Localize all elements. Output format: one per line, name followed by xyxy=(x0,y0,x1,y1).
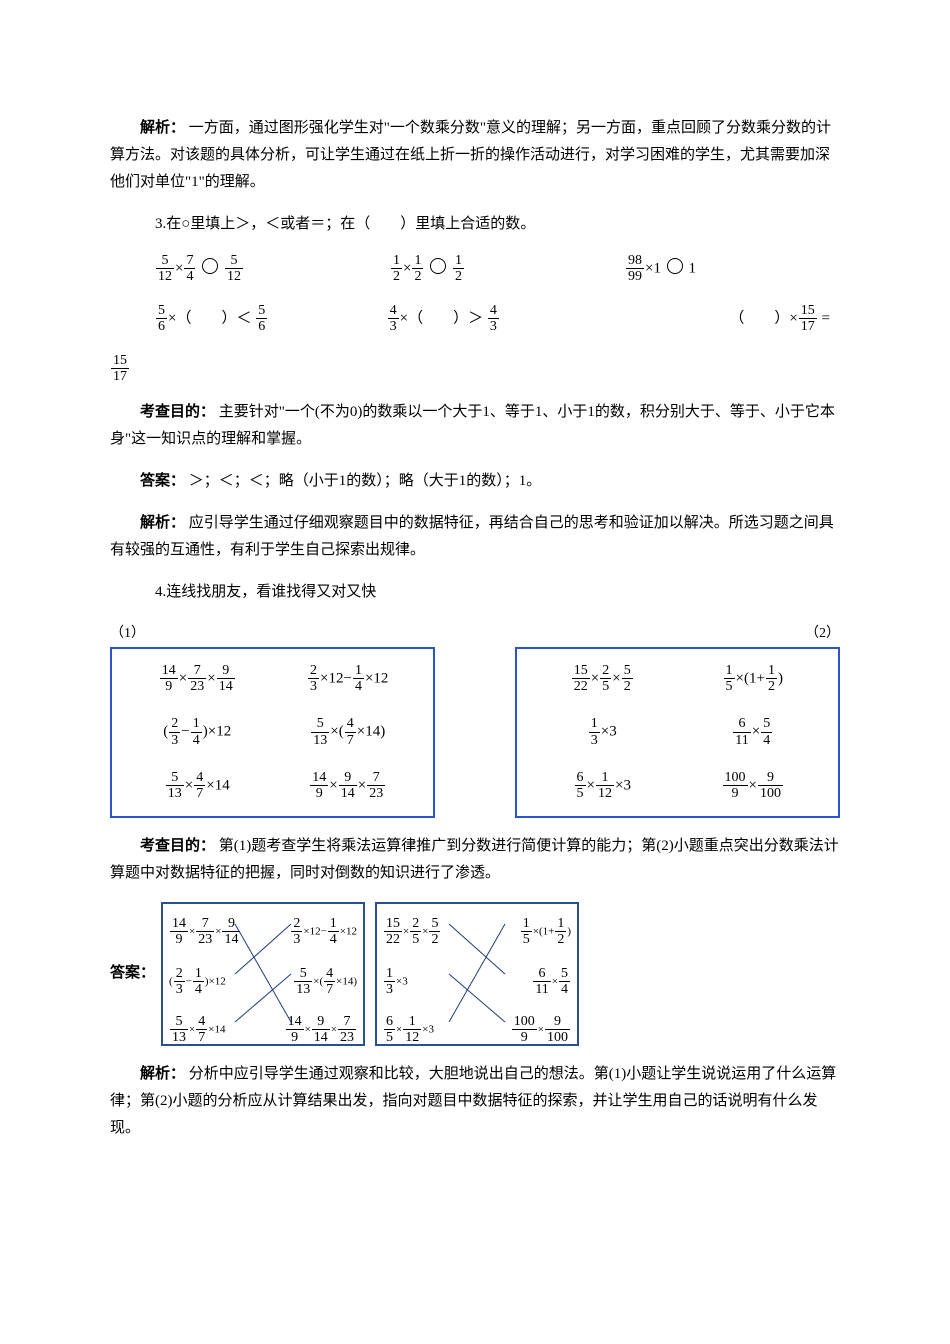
expr-item: 13×3 xyxy=(588,716,617,748)
q3-stem: 3.在○里填上＞，＜或者＝；在（ ）里填上合适的数。 xyxy=(155,211,840,238)
label-analysis: 解析： xyxy=(140,1066,185,1082)
expr-item: 513×(47×14) xyxy=(310,716,385,748)
q3-r2c3: （ ）×1517 = xyxy=(618,303,840,335)
label-analysis: 解析： xyxy=(140,120,185,136)
q4-answer-img1: 149×723×914(23−14)×12513×47×1423×12−14×1… xyxy=(161,902,365,1046)
q3-purpose: 考查目的： 主要针对"一个(不为0)的数乘以一个大于1、等于1、小于1的数，积分… xyxy=(110,399,840,453)
q4-answer-img2: 1522×25×5213×365×112×315×(1+12)611×54100… xyxy=(375,902,579,1046)
expr-item: 611×54 xyxy=(732,716,773,748)
q3-explain-text: 应引导学生通过仔细观察题目中的数据特征，再结合自己的思考和验证加以解决。所选习题… xyxy=(110,515,834,558)
circle-blank xyxy=(202,258,218,274)
q3-answer: 答案： ＞；＜；＜；略（小于1的数）；略（大于1的数）；1。 xyxy=(110,468,840,495)
q3-row2: 56×（ ）＜ 56 43×（ ）＞ 43 （ ）×1517 = xyxy=(155,303,840,335)
q4-box2: 1522×25×52 13×3 65×112×3 15×(1+12) 611×54 10… xyxy=(515,647,840,818)
q4-purpose-text: 第(1)题考查学生将乘法运算律推广到分数进行简便计算的能力；第(2)小题重点突出… xyxy=(110,838,839,881)
q4-left-label: （1） xyxy=(110,621,435,646)
q3-trail: 1517 xyxy=(110,353,840,385)
expr-item: 65×112×3 xyxy=(574,770,631,802)
circle-blank xyxy=(430,258,446,274)
q3-r2c1: 56×（ ）＜ 56 xyxy=(155,303,367,335)
circle-blank xyxy=(667,258,683,274)
q4-stem: 4.连线找朋友，看谁找得又对又快 xyxy=(155,579,840,606)
expr-item: 149×723×914 xyxy=(159,663,236,695)
expr-item: 1009×9100 xyxy=(722,770,784,802)
q3-explain: 解析： 应引导学生通过仔细观察题目中的数据特征，再结合自己的思考和验证加以解决。… xyxy=(110,510,840,564)
expr-item: 15×(1+12) xyxy=(723,663,783,695)
q3-r1c1: 512×74 512 xyxy=(155,253,370,285)
q4-right-label: （2） xyxy=(515,621,840,646)
q3-r1c2: 12×12 12 xyxy=(390,253,605,285)
expr-item: 149×914×723 xyxy=(309,770,386,802)
expr-item: 23×12−14×12 xyxy=(307,663,388,695)
label-answer: 答案： xyxy=(110,960,155,987)
analysis-1-text: 一方面，通过图形强化学生对"一个数乘分数"意义的理解；另一方面，重点回顾了分数乘… xyxy=(110,120,831,190)
q3-r1c3: 9899×1 1 xyxy=(625,253,840,285)
q3-answer-text: ＞；＜；＜；略（小于1的数）；略（大于1的数）；1。 xyxy=(189,473,542,489)
q4-answer-row: 答案： 149×723×914(23−14)×12513×47×1423×12−… xyxy=(110,902,840,1046)
label-purpose: 考查目的： xyxy=(140,838,215,854)
expr-item: 1522×25×52 xyxy=(571,663,634,695)
label-analysis: 解析： xyxy=(140,515,185,531)
q4-boxes: （1） 149×723×914 (23−14)×12 513×47×14 23×12… xyxy=(110,621,840,818)
analysis-1: 解析： 一方面，通过图形强化学生对"一个数乘分数"意义的理解；另一方面，重点回顾… xyxy=(110,115,840,196)
q3-row1: 512×74 512 12×12 12 9899×1 1 xyxy=(155,253,840,285)
q4-purpose: 考查目的： 第(1)题考查学生将乘法运算律推广到分数进行简便计算的能力；第(2)… xyxy=(110,833,840,887)
q4-explain: 解析： 分析中应引导学生通过观察和比较，大胆地说出自己的想法。第(1)小题让学生… xyxy=(110,1061,840,1142)
expr-item: 513×47×14 xyxy=(165,770,230,802)
q4-box1: 149×723×914 (23−14)×12 513×47×14 23×12−14×… xyxy=(110,647,435,818)
q4-explain-text: 分析中应引导学生通过观察和比较，大胆地说出自己的想法。第(1)小题让学生说说运用… xyxy=(110,1066,836,1136)
label-answer: 答案： xyxy=(140,473,185,489)
q3-r2c2: 43×（ ）＞ 43 xyxy=(387,303,599,335)
expr-item: (23−14)×12 xyxy=(163,716,231,748)
label-purpose: 考查目的： xyxy=(140,404,215,420)
q3-purpose-text: 主要针对"一个(不为0)的数乘以一个大于1、等于1、小于1的数，积分别大于、等于… xyxy=(110,404,835,447)
